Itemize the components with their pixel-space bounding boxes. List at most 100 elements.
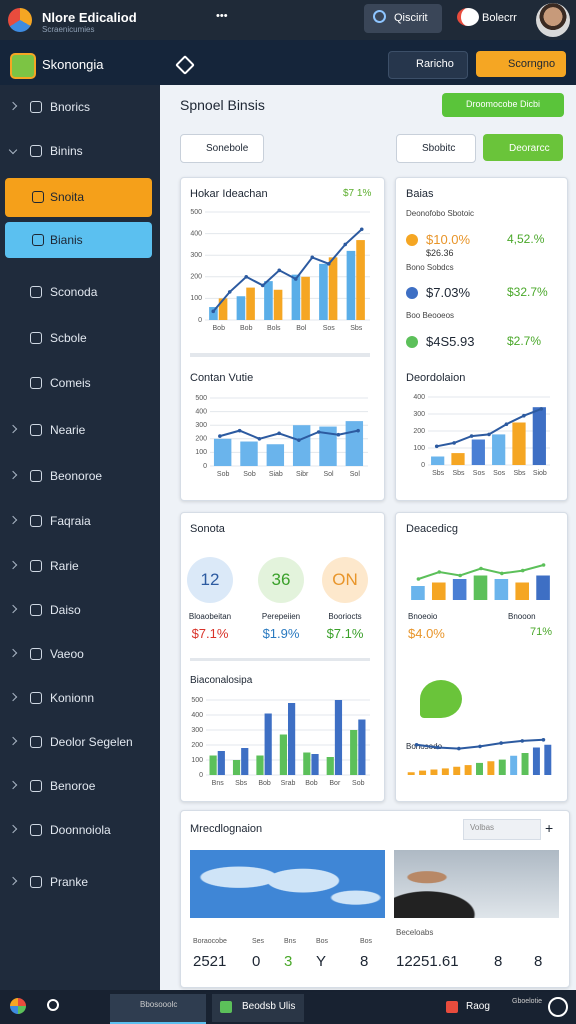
item-value: $10.0%	[426, 232, 471, 247]
card-title: Hokar Ideachan	[190, 188, 268, 200]
nav-item[interactable]: Bianis	[50, 233, 83, 247]
nav-item[interactable]: Deolor Segelen	[50, 735, 133, 749]
nav-item[interactable]: Daiso	[50, 603, 81, 617]
nav-icon	[30, 648, 42, 660]
stat-value: 0	[252, 953, 261, 970]
stat-value: 8	[360, 953, 369, 970]
item-icon	[406, 287, 418, 299]
stat-value: $7.1%	[326, 626, 364, 641]
filter-button[interactable]	[180, 134, 264, 163]
task-app[interactable]	[110, 994, 206, 1024]
stat-value: 8	[494, 953, 503, 970]
item-value: $7.03%	[426, 285, 471, 300]
task-app-label: Beodsb Ulis	[242, 1001, 296, 1012]
nav-item[interactable]: Comeis	[50, 376, 91, 390]
nav-item[interactable]: Beonoroe	[50, 469, 103, 483]
search-icon	[373, 10, 386, 23]
action-label[interactable]: Droomocobe Dicbi	[466, 99, 541, 109]
item-label: Deonofobo Sbotoic	[406, 209, 475, 218]
app-icon	[10, 53, 36, 79]
search-input[interactable]	[463, 819, 541, 840]
photo	[394, 850, 559, 918]
stat-circle	[187, 557, 233, 603]
nav-item[interactable]: Benoroe	[50, 779, 96, 793]
filter-button[interactable]	[396, 134, 476, 163]
menu[interactable]: •••	[216, 10, 228, 22]
task-status: Raog	[466, 1001, 490, 1012]
mini-label: Bnooon	[508, 612, 536, 621]
card-title: Deordolaion	[406, 372, 466, 384]
primary-button[interactable]	[476, 51, 566, 77]
nav-item[interactable]: Rarie	[50, 559, 79, 573]
nav-item[interactable]: Binins	[50, 144, 83, 158]
filter-label[interactable]: Sonebole	[206, 143, 249, 154]
start-icon[interactable]	[10, 998, 26, 1014]
item-label: Bono Sobdcs	[406, 263, 454, 272]
nav-item[interactable]: Doonnoiola	[50, 823, 111, 837]
nav-icon	[30, 286, 42, 298]
card	[395, 177, 568, 501]
nav-selected[interactable]	[5, 222, 152, 258]
card-title: Sonota	[190, 523, 225, 535]
nav-item[interactable]: Vaeoo	[50, 647, 84, 661]
avatar[interactable]	[536, 3, 570, 37]
stat-label: Beceloabs	[396, 928, 434, 937]
nav-item[interactable]: Sconoda	[50, 285, 98, 299]
action-button[interactable]	[442, 93, 564, 117]
user-icon	[457, 8, 479, 26]
card	[180, 512, 385, 802]
item-label: Boo Beooeos	[406, 311, 455, 320]
nav-active[interactable]	[5, 178, 152, 217]
task-icon	[220, 1001, 232, 1013]
stat-circle-text: 12	[200, 570, 220, 589]
nav-item[interactable]: Scbole	[50, 331, 87, 345]
nav-icon	[30, 515, 42, 527]
nav-item[interactable]: Bnorics	[50, 100, 91, 114]
stat-label: Bns	[284, 938, 297, 945]
nav-item[interactable]: Pranke	[50, 875, 89, 889]
nav-item[interactable]: Konionn	[50, 691, 95, 705]
card-title: Contan Vutie	[190, 372, 254, 384]
stat-label: Ses	[252, 938, 265, 945]
add-button: +	[545, 820, 554, 836]
task-search[interactable]	[47, 999, 59, 1011]
stat-value: $1.9%	[262, 626, 300, 641]
card-title: Deacedicg	[406, 523, 458, 535]
item-icon	[406, 336, 418, 348]
mini-value: $4.0%	[408, 626, 445, 641]
nav-item[interactable]: Faqraia	[50, 514, 91, 528]
stat-value: $7.1%	[191, 626, 229, 641]
nav-icon	[32, 234, 44, 246]
item-sub: $26.36	[426, 248, 454, 258]
filter-label[interactable]: Deorarcc	[509, 143, 550, 154]
blob	[420, 680, 462, 718]
nav-item[interactable]: Snoita	[50, 190, 85, 204]
notify-icon[interactable]	[548, 997, 568, 1017]
primary-button-label[interactable]: Scorngno	[508, 58, 556, 70]
stat-circle-text: ON	[332, 570, 358, 589]
card-badge: $7 1%	[343, 188, 372, 199]
stat-label: Bos	[360, 938, 373, 945]
search-label[interactable]: Qiscirit	[394, 12, 428, 24]
toolbar-button[interactable]	[388, 51, 468, 79]
filter-button[interactable]	[483, 134, 563, 161]
nav-icon	[30, 736, 42, 748]
mini-value: 71%	[530, 626, 553, 638]
map	[190, 850, 385, 918]
nav-icon	[32, 191, 44, 203]
page-title: Spnoel Binsis	[180, 97, 265, 113]
nav-icon	[30, 824, 42, 836]
stat-label: Perepeiien	[261, 612, 301, 621]
filter-label[interactable]: Sbobitc	[422, 143, 456, 154]
app-title: Nlore Edicaliod	[42, 10, 137, 25]
search-placeholder: Volbas	[470, 823, 495, 832]
nav-icon	[30, 101, 42, 113]
stat-label: Bloaobeitan	[188, 612, 232, 621]
user-name[interactable]: Bolecrr	[482, 12, 517, 24]
nav-item[interactable]: Nearie	[50, 423, 86, 437]
stat-circle-text: 36	[271, 570, 291, 589]
nav-icon	[30, 424, 42, 436]
stat-value: 12251.61	[396, 953, 459, 970]
nav-icon	[30, 560, 42, 572]
toolbar-button-label[interactable]: Raricho	[416, 58, 454, 70]
